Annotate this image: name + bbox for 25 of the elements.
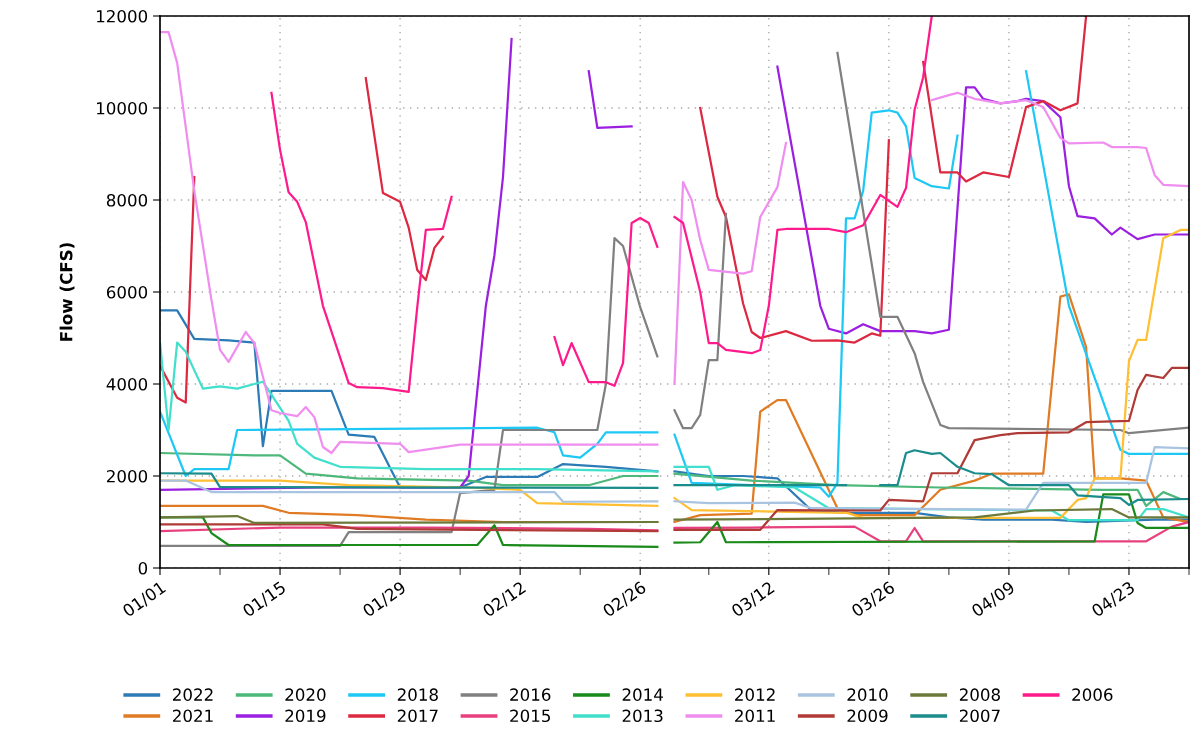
y-tick-label: 6000	[106, 285, 148, 299]
y-tick-label: 4000	[106, 377, 148, 391]
legend-label: 2009	[847, 709, 888, 723]
y-tick-label: 0	[138, 561, 148, 575]
legend-label: 2021	[173, 709, 213, 723]
y-tick-label: 12000	[97, 9, 148, 23]
y-tick-label: 2000	[107, 469, 148, 483]
legend-label: 2011	[735, 709, 775, 723]
legend-label: 2012	[735, 688, 775, 701]
legend-label: 2017	[397, 709, 438, 723]
legend-label: 2010	[847, 688, 888, 701]
legend-label: 2006	[1072, 688, 1113, 701]
legend-label: 2008	[959, 688, 1000, 701]
legend-label: 2013	[622, 709, 663, 723]
legend-label: 2018	[397, 688, 438, 701]
legend-label: 2016	[510, 688, 551, 701]
legend-label: 2015	[510, 709, 550, 723]
y-tick-label: 10000	[97, 101, 148, 115]
y-tick-label: 8000	[106, 193, 148, 207]
legend-label: 2007	[959, 709, 1000, 723]
y-axis-title: Flow (CFS)	[59, 243, 75, 341]
legend-label: 2019	[285, 709, 326, 723]
legend-label: 2020	[285, 688, 326, 701]
legend-label: 2022	[173, 688, 213, 701]
legend-label: 2014	[622, 688, 663, 701]
